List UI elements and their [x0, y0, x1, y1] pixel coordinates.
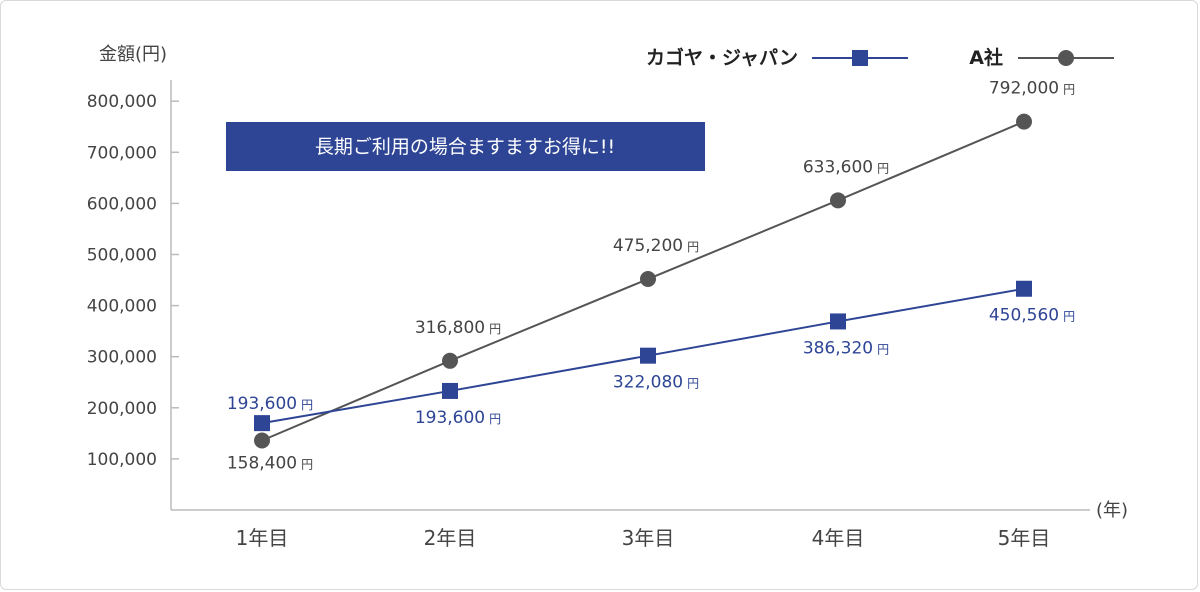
- data-point-kagoya: [1016, 280, 1032, 297]
- data-point-kagoya: [254, 415, 270, 432]
- x-tick-label: 4年目: [812, 526, 865, 550]
- x-tick-label: 3年目: [622, 526, 675, 550]
- y-tick-label: 200,000: [87, 399, 157, 419]
- series-kagoya: [254, 280, 1032, 432]
- data-point-a: [254, 432, 270, 449]
- y-tick-label: 600,000: [87, 194, 157, 214]
- data-label-kagoya: 193,600 円: [227, 394, 313, 414]
- y-tick-label: 300,000: [87, 348, 157, 368]
- data-point-kagoya: [442, 382, 458, 399]
- legend-marker-circle: [1058, 50, 1074, 66]
- legend-label-kagoya: カゴヤ・ジャパン: [646, 46, 798, 69]
- y-ticks: 100,000 200,000 300,000 400,000 500,000 600,0…: [87, 92, 179, 470]
- legend-marker-square: [852, 50, 868, 66]
- data-point-a: [1016, 113, 1032, 130]
- x-tick-label: 2年目: [424, 526, 477, 550]
- series-a-company: [254, 113, 1032, 449]
- data-label-a: 633,600 円: [803, 157, 889, 177]
- y-tick-label: 400,000: [87, 297, 157, 317]
- x-tick-label: 5年目: [998, 526, 1051, 550]
- data-point-kagoya: [830, 313, 846, 330]
- y-tick-label: 100,000: [87, 450, 157, 470]
- data-label-a: 792,000 円: [989, 79, 1075, 99]
- data-label-kagoya: 386,320 円: [803, 338, 889, 358]
- y-tick-label: 500,000: [87, 246, 157, 266]
- data-point-a: [442, 352, 458, 369]
- x-ticks: 1年目 2年目 3年目 4年目 5年目: [236, 526, 1051, 550]
- data-label-kagoya: 450,560 円: [989, 306, 1075, 326]
- data-point-a: [640, 271, 656, 288]
- x-axis-label: (年): [1096, 500, 1128, 521]
- promo-banner: [226, 122, 705, 171]
- legend: カゴヤ・ジャパン A社: [646, 46, 1114, 69]
- y-tick-label: 700,000: [87, 143, 157, 163]
- data-label-a: 475,200 円: [613, 236, 699, 256]
- data-label-kagoya: 193,600 円: [415, 408, 501, 428]
- data-label-a: 316,800 円: [415, 318, 501, 338]
- data-point-kagoya: [640, 347, 656, 364]
- data-label-kagoya: 322,080 円: [613, 373, 699, 393]
- promo-banner-text: 長期ご利用の場合ますますお得に!!: [315, 136, 615, 158]
- x-tick-label: 1年目: [236, 526, 289, 550]
- y-tick-label: 800,000: [87, 92, 157, 112]
- y-axis-label: 金額(円): [99, 44, 167, 65]
- data-label-a: 158,400 円: [227, 454, 313, 474]
- legend-label-a: A社: [969, 46, 1003, 69]
- data-labels: 158,400 円 316,800 円 475,200 円 633,600 円 792,000 円…: [227, 79, 1075, 474]
- data-point-a: [830, 192, 846, 209]
